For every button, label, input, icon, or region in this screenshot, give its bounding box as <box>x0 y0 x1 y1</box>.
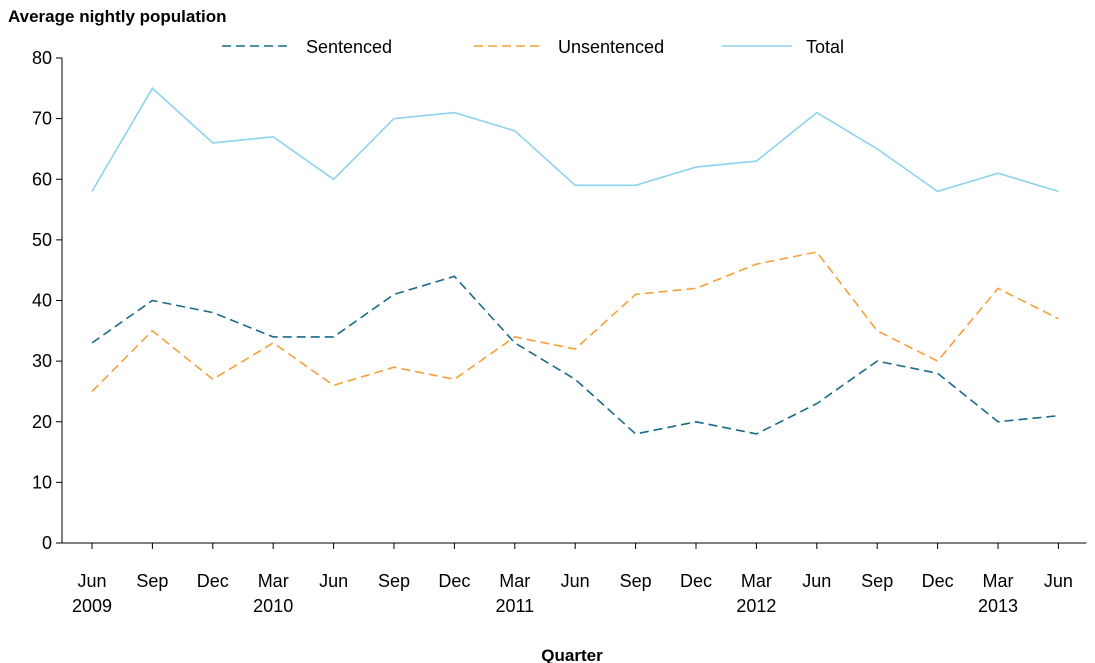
legend: Sentenced Unsentenced Total <box>222 37 844 57</box>
x-tick-year-label: 2012 <box>736 596 776 616</box>
series-line-sentenced <box>92 276 1058 434</box>
x-tick-year-label: 2009 <box>72 596 112 616</box>
axes: 0 10 20 30 40 50 60 70 80 Jun 2009 Sep Dec Mar 2010 Jun… <box>32 48 1086 616</box>
x-tick-year-label: 2010 <box>253 596 293 616</box>
legend-label-unsentenced: Unsentenced <box>558 37 664 57</box>
y-tick-label: 70 <box>32 109 52 129</box>
series-line-total <box>92 88 1058 191</box>
y-axis-title: Average nightly population <box>8 7 227 26</box>
x-tick-label: Sep <box>861 571 893 591</box>
x-tick-label: Jun <box>561 571 590 591</box>
y-tick-label: 10 <box>32 472 52 492</box>
x-tick-label: Dec <box>680 571 712 591</box>
y-tick-label: 50 <box>32 230 52 250</box>
y-tick-label: 40 <box>32 291 52 311</box>
x-tick-label: Mar <box>983 571 1014 591</box>
legend-label-sentenced: Sentenced <box>306 37 392 57</box>
y-tick-label: 20 <box>32 412 52 432</box>
x-tick-label: Sep <box>136 571 168 591</box>
x-tick-label: Sep <box>378 571 410 591</box>
x-tick-label: Mar <box>499 571 530 591</box>
y-tick-label: 30 <box>32 351 52 371</box>
x-tick-label: Sep <box>620 571 652 591</box>
x-tick-label: Mar <box>258 571 289 591</box>
x-tick-label: Dec <box>197 571 229 591</box>
x-tick-label: Jun <box>1044 571 1073 591</box>
legend-label-total: Total <box>806 37 844 57</box>
x-tick-label: Dec <box>438 571 470 591</box>
x-tick-year-label: 2011 <box>495 596 534 616</box>
y-tick-label: 60 <box>32 169 52 189</box>
x-tick-label: Jun <box>319 571 348 591</box>
x-tick-label: Jun <box>77 571 106 591</box>
y-tick-label: 0 <box>42 533 52 553</box>
x-tick-label: Jun <box>802 571 831 591</box>
x-tick-label: Mar <box>741 571 772 591</box>
x-axis-title: Quarter <box>541 646 603 663</box>
plot-area <box>92 88 1058 434</box>
x-tick-label: Dec <box>922 571 954 591</box>
x-tick-year-label: 2013 <box>978 596 1018 616</box>
y-tick-label: 80 <box>32 48 52 68</box>
